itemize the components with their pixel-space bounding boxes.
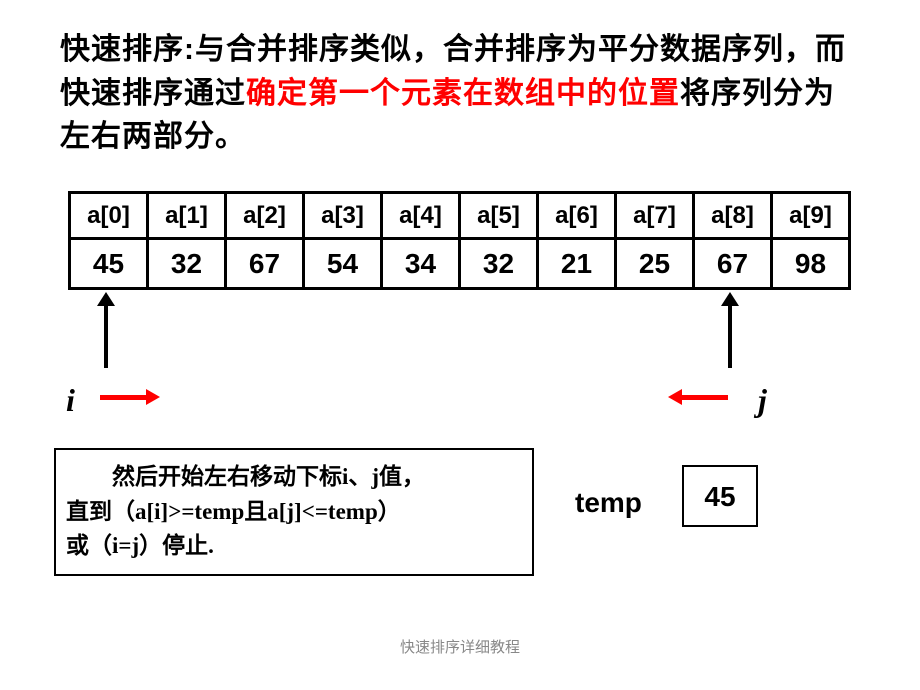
i-move-right-arrow-icon (100, 395, 148, 400)
note-line: 然后开始左右移动下标i、j值， (66, 460, 522, 495)
array-value-cell: 54 (304, 239, 382, 289)
footer-caption: 快速排序详细教程 (0, 636, 920, 657)
array-value-cell: 25 (616, 239, 694, 289)
temp-value-box: 45 (682, 465, 758, 527)
i-pointer-arrow-icon (104, 302, 108, 368)
array-header-cell: a[2] (226, 193, 304, 239)
array-value-cell: 67 (694, 239, 772, 289)
array-header-cell: a[3] (304, 193, 382, 239)
temp-label: temp (575, 487, 642, 519)
note-line: 直到（a[i]>=temp且a[j]<=temp） (66, 495, 522, 530)
array-value-cell: 67 (226, 239, 304, 289)
j-move-left-arrow-icon (680, 395, 728, 400)
array-header-cell: a[9] (772, 193, 850, 239)
array-header-cell: a[5] (460, 193, 538, 239)
array-value-cell: 21 (538, 239, 616, 289)
array-value-row: 45 32 67 54 34 32 21 25 67 98 (70, 239, 850, 289)
note-line: 或（i=j）停止. (66, 529, 522, 564)
array-header-cell: a[4] (382, 193, 460, 239)
note-box: 然后开始左右移动下标i、j值， 直到（a[i]>=temp且a[j]<=temp… (54, 448, 534, 576)
pointer-row: i j (68, 296, 852, 416)
array-header-row: a[0] a[1] a[2] a[3] a[4] a[5] a[6] a[7] … (70, 193, 850, 239)
array-header-cell: a[1] (148, 193, 226, 239)
array-table: a[0] a[1] a[2] a[3] a[4] a[5] a[6] a[7] … (68, 191, 851, 290)
array-header-cell: a[7] (616, 193, 694, 239)
j-pointer-label: j (758, 382, 767, 419)
array-value-cell: 45 (70, 239, 148, 289)
array-value-cell: 32 (148, 239, 226, 289)
array-header-cell: a[6] (538, 193, 616, 239)
array-value-cell: 34 (382, 239, 460, 289)
heading-highlight: 确定第一个元素在数组中的位置 (246, 77, 680, 110)
i-pointer-label: i (66, 382, 75, 419)
array-header-cell: a[8] (694, 193, 772, 239)
array-value-cell: 32 (460, 239, 538, 289)
array-value-cell: 98 (772, 239, 850, 289)
j-pointer-arrow-icon (728, 302, 732, 368)
slide-heading: 快速排序:与合并排序类似，合并排序为平分数据序列，而快速排序通过确定第一个元素在… (60, 28, 860, 159)
array-header-cell: a[0] (70, 193, 148, 239)
